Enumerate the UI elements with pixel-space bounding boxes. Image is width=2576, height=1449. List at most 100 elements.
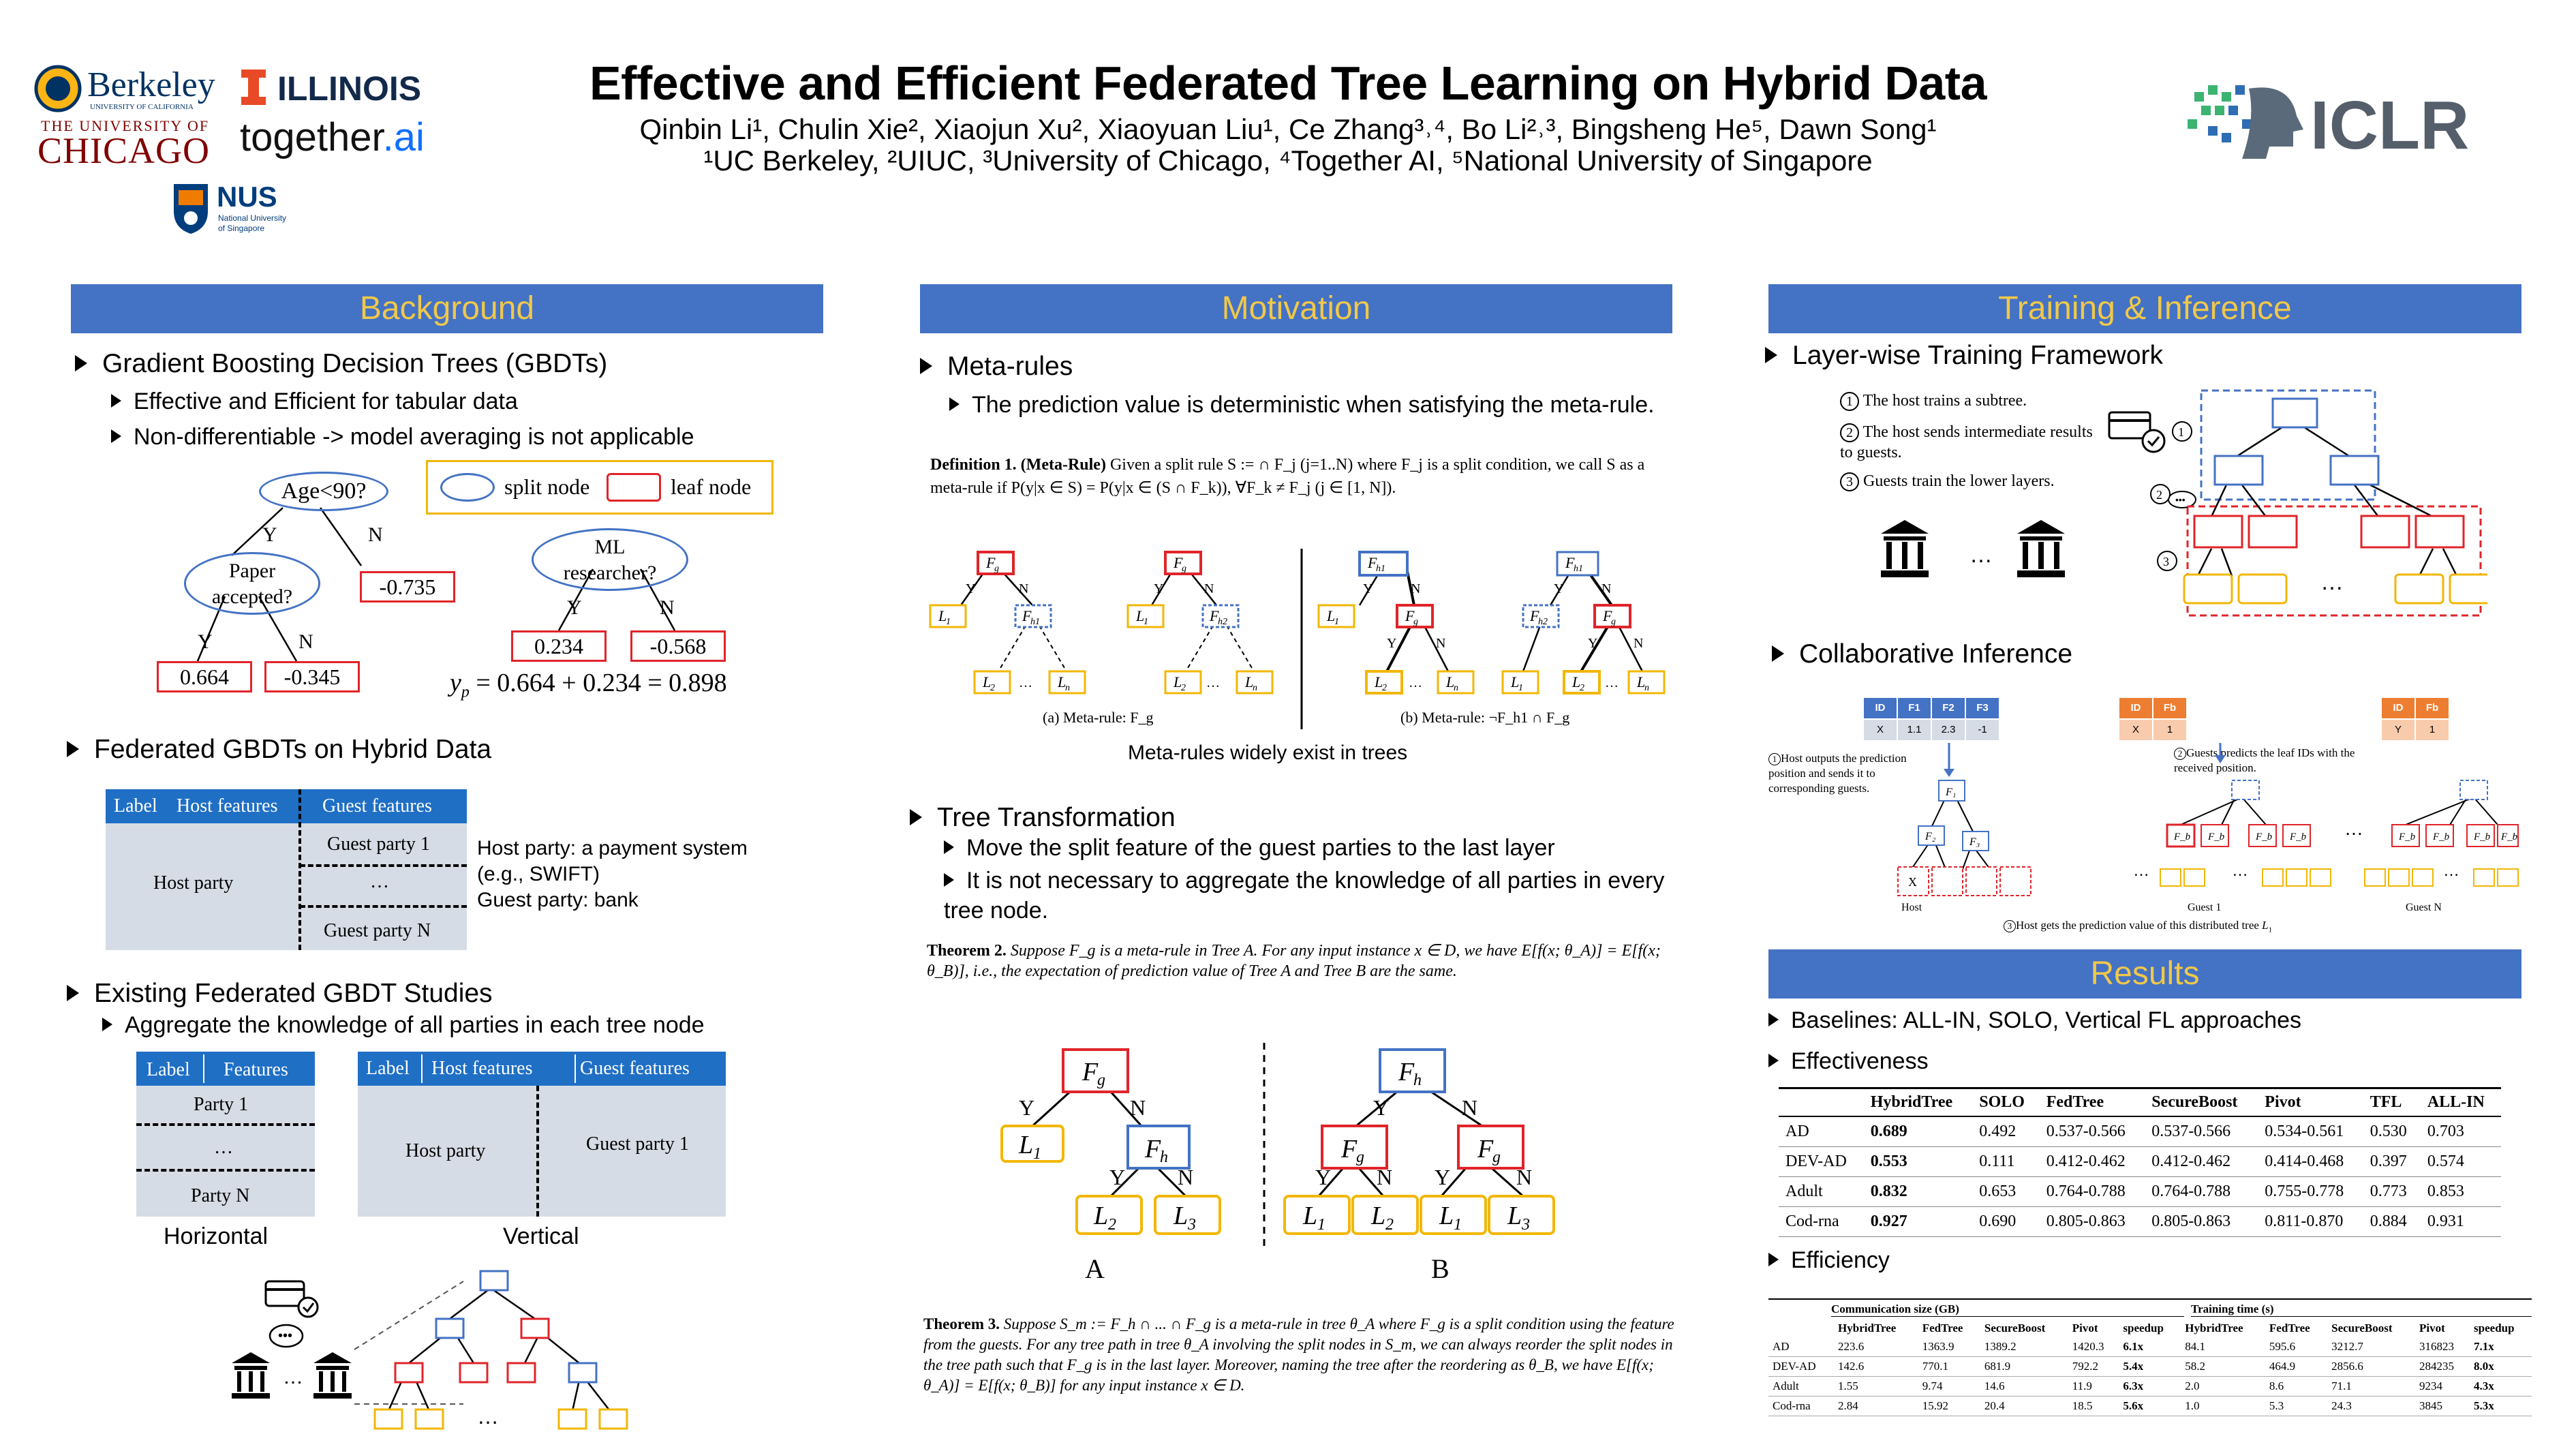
caption-b: (b) Meta-rule: ¬F_h1 ∩ F_g bbox=[1400, 709, 1570, 726]
svg-text:L: L bbox=[1439, 1202, 1454, 1230]
table-row: AD 223.6 1363.9 1389.2 1420.3 6.1x 84.1 595.6 32… bbox=[1768, 1337, 2532, 1357]
bullet-transform-sub2: It is not necessary to aggregate the kno… bbox=[944, 866, 1666, 926]
table-row: DEV-AD 142.6 770.1 681.9 792.2 5.4x 58.2 464.9 2… bbox=[1768, 1356, 2532, 1377]
svg-text:2: 2 bbox=[1385, 1216, 1394, 1234]
bullet-icon bbox=[67, 740, 79, 757]
vertical-label-col: Label bbox=[366, 1058, 410, 1079]
svg-text:F₃: F₃ bbox=[1969, 836, 1980, 848]
svg-text:L: L bbox=[1445, 673, 1454, 690]
bullet-existing-sub: Aggregate the knowledge of all parties i… bbox=[102, 1012, 705, 1039]
svg-text:n: n bbox=[1454, 683, 1458, 693]
thm3-text: Suppose S_m := F_h ∩ ... ∩ F_g is a meta… bbox=[923, 1315, 1674, 1394]
table-cell: 0.764-0.788 bbox=[2145, 1176, 2258, 1207]
table-header-cell: Pivot bbox=[2072, 1322, 2098, 1334]
together-ai: .ai bbox=[382, 115, 425, 159]
meta-sub-text: The prediction value is deterministic wh… bbox=[972, 392, 1655, 418]
table-header-cell: SecureBoost bbox=[2145, 1089, 2258, 1117]
svg-text:F: F bbox=[1173, 554, 1183, 571]
effectiveness-table: HybridTree SOLO FedTree SecureBoost Pivot TFL… bbox=[1779, 1087, 2501, 1237]
svg-text:2: 2 bbox=[2156, 488, 2162, 502]
bullet-icon bbox=[102, 1018, 112, 1032]
svg-text:N: N bbox=[1436, 636, 1445, 651]
vertical-host-party: Host party bbox=[405, 1140, 486, 1161]
chicago-top: THE UNIVERSITY OF bbox=[41, 117, 210, 134]
svg-text:F_b: F_b bbox=[2398, 832, 2416, 842]
svg-text:F_b: F_b bbox=[2207, 832, 2225, 842]
table-row: Adult 1.55 9.74 14.6 11.9 6.3x 2.0 8.6 71.1 9234 4… bbox=[1768, 1376, 2532, 1397]
inf-step-3-text: Host gets the prediction value of this d… bbox=[2016, 919, 2259, 932]
bullet-icon bbox=[1765, 346, 1777, 363]
svg-text:Y: Y bbox=[1435, 1165, 1450, 1189]
table-cell: 0.537-0.566 bbox=[2039, 1116, 2145, 1147]
table-cell: 792.2 bbox=[2068, 1356, 2119, 1377]
table-cell: 0.811-0.870 bbox=[2258, 1206, 2363, 1237]
table-header-cell: FedTree bbox=[2269, 1322, 2310, 1334]
bullet-icon bbox=[67, 984, 79, 1001]
svg-text:F₂: F₂ bbox=[1925, 831, 1936, 842]
svg-text:h1: h1 bbox=[1376, 564, 1385, 574]
edge-label-n: N bbox=[298, 630, 313, 653]
table-header-cell bbox=[1779, 1089, 1864, 1117]
guestn-table-cell: Y bbox=[2382, 720, 2414, 740]
svg-text:h1: h1 bbox=[1574, 564, 1583, 574]
svg-text:F: F bbox=[1398, 1058, 1415, 1086]
svg-text:F: F bbox=[1602, 607, 1612, 624]
horizontal-party-1: Party 1 bbox=[194, 1094, 249, 1115]
horizontal-table: Label Features Party 1 … Party N bbox=[136, 1052, 315, 1217]
nus-sub2: of Singapore bbox=[218, 224, 265, 233]
inf-step-2-icon: 2 bbox=[2174, 748, 2186, 760]
svg-text:h2: h2 bbox=[1218, 617, 1227, 627]
bullet-gbdt-sub2: Non-differentiable -> model averaging is… bbox=[111, 424, 694, 451]
table-cell: 0.689 bbox=[1863, 1116, 1973, 1147]
hybrid-host-col: Host features bbox=[177, 795, 278, 817]
hybrid-guest-1: Guest party 1 bbox=[327, 834, 430, 855]
step-3: 3 Guests train the lower layers. bbox=[1840, 472, 2055, 491]
table-cell: 3212.7 bbox=[2327, 1337, 2415, 1357]
svg-text:h: h bbox=[1413, 1071, 1422, 1089]
svg-text:Y: Y bbox=[1588, 636, 1597, 651]
svg-text:L: L bbox=[1571, 673, 1580, 690]
prediction-equation: yp = 0.664 + 0.234 = 0.898 bbox=[450, 669, 727, 701]
bullet-effectiveness: Effectiveness bbox=[1768, 1048, 1929, 1075]
svg-text:…: … bbox=[1969, 542, 1993, 568]
svg-text:N: N bbox=[1516, 1165, 1532, 1189]
table-cell: 0.534-0.561 bbox=[2258, 1116, 2363, 1147]
table-cell: 2.0 bbox=[2181, 1376, 2265, 1397]
inf-step-1-icon: 1 bbox=[1768, 753, 1781, 765]
table-header-cell: TFL bbox=[2363, 1089, 2421, 1117]
inf-step-3-icon: 3 bbox=[2004, 920, 2016, 932]
inf-step-1-text: Host outputs the prediction position and… bbox=[1768, 752, 1907, 795]
bullet-icon bbox=[949, 397, 960, 412]
authors: Qinbin Li¹, Chulin Xie², Xiaojun Xu², Xi… bbox=[639, 113, 1937, 145]
hybrid-label-col: Label bbox=[114, 795, 157, 817]
svg-text:Host: Host bbox=[1901, 902, 1922, 913]
efficiency-body: AD 223.6 1363.9 1389.2 1420.3 6.1x 84.1 595.6 32… bbox=[1768, 1337, 2532, 1416]
guest1-table-head: ID bbox=[2119, 698, 2152, 718]
table-row: AD 0.689 0.492 0.537-0.566 0.537-0.566 0.534-… bbox=[1779, 1116, 2501, 1147]
transform-text: Tree Transformation bbox=[937, 803, 1176, 832]
bullet-icon bbox=[920, 357, 932, 374]
svg-text:Y: Y bbox=[1363, 581, 1373, 596]
table-cell: 284235 bbox=[2414, 1356, 2470, 1377]
table-cell: 84.1 bbox=[2181, 1337, 2265, 1357]
svg-text:Y: Y bbox=[1387, 636, 1396, 651]
host-table-head: F3 bbox=[1966, 698, 1999, 718]
table-row: DEV-AD 0.553 0.111 0.412-0.462 0.412-0.462 0.… bbox=[1779, 1146, 2501, 1177]
svg-text:F₁: F₁ bbox=[1945, 787, 1956, 798]
existing-text: Existing Federated GBDT Studies bbox=[94, 979, 493, 1008]
svg-text:F_b: F_b bbox=[2473, 832, 2491, 842]
bullet-efficiency: Efficiency bbox=[1768, 1247, 1890, 1274]
svg-text:1: 1 bbox=[1518, 683, 1523, 693]
guest1-table-cell: X bbox=[2119, 720, 2152, 740]
definition-1: Definition 1. (Meta-Rule) Given a split … bbox=[930, 453, 1673, 500]
horizontal-divider-2 bbox=[136, 1169, 315, 1172]
berkeley-wordmark: Berkeley bbox=[87, 65, 215, 104]
edge-label-n: N bbox=[368, 523, 383, 546]
inference-step-2: 2 Guests predicts the leaf IDs with the r… bbox=[2174, 746, 2378, 776]
svg-text:n: n bbox=[1644, 683, 1649, 693]
svg-text:F: F bbox=[1082, 1058, 1099, 1086]
svg-text:N: N bbox=[1462, 1095, 1477, 1120]
svg-text:F: F bbox=[985, 554, 996, 571]
